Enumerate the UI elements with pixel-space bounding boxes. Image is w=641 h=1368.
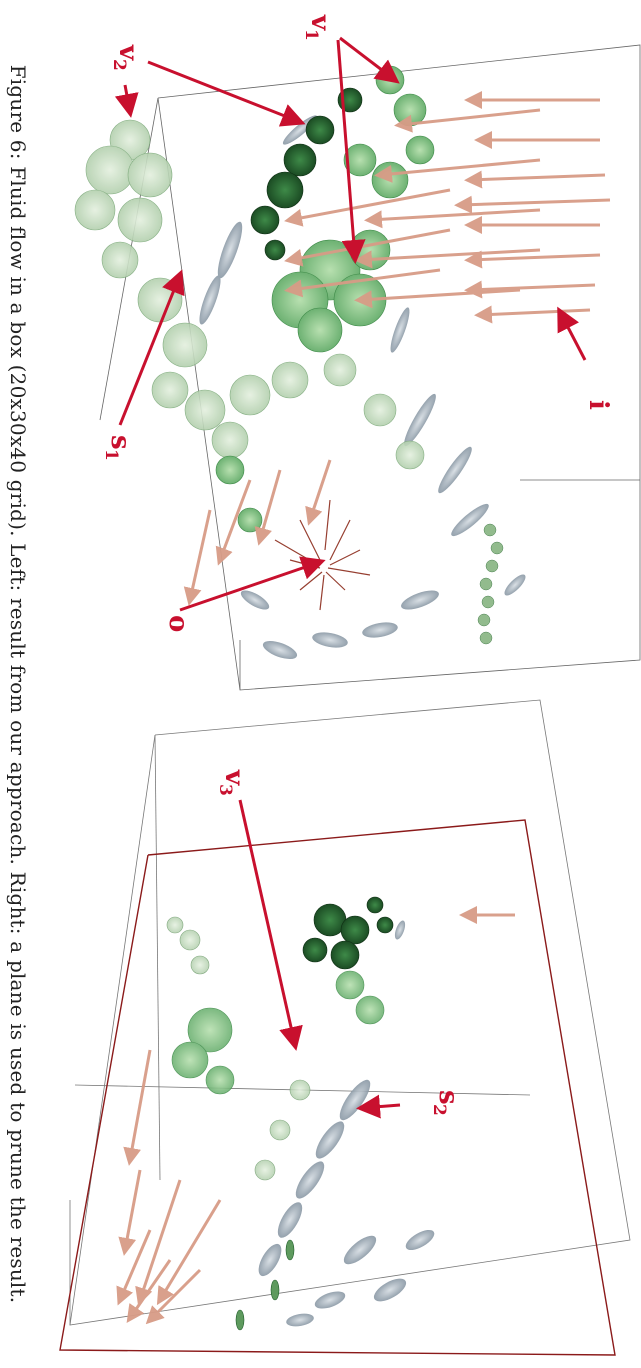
left-flow-arrows (183, 91, 611, 606)
left-labels: i v1 v2 s1 o (101, 14, 613, 632)
right-panel: v3 s2 (59, 699, 631, 1356)
left-annotation-arrows (114, 36, 587, 612)
left-panel: i v1 v2 s1 o (74, 14, 641, 691)
label-o: o (163, 615, 193, 632)
label-s1-sub: 1 (101, 449, 121, 461)
label-s1: s (105, 435, 135, 450)
right-labels: v3 s2 (215, 769, 463, 1116)
label-v2: v (113, 44, 143, 61)
label-v2-sub: 2 (109, 59, 129, 71)
label-v3-sub: 3 (215, 784, 235, 796)
arrow-s2 (356, 1094, 401, 1119)
arrow-v2a (147, 60, 306, 127)
label-i: i (583, 400, 613, 410)
right-flow-arrows (116, 906, 515, 1325)
left-vortex-glyphs (74, 65, 504, 645)
right-sheet-glyphs (258, 920, 435, 1327)
arrow-v1a (339, 36, 400, 84)
arrow-v1b (336, 39, 366, 264)
right-vortex-glyphs (166, 896, 394, 1331)
arrow-o (179, 556, 326, 612)
label-s2: s (433, 1090, 463, 1105)
right-box-wireframe (69, 699, 631, 1326)
label-v3: v (219, 769, 249, 786)
arrow-i (557, 306, 587, 361)
left-outlet-swirl (274, 499, 371, 611)
label-v1: v (305, 14, 335, 31)
right-pruning-plane (59, 819, 616, 1356)
arrow-v3 (238, 799, 303, 1051)
left-box-wireframe (99, 44, 641, 691)
arrow-s1 (118, 269, 185, 426)
left-sheet-glyphs (199, 115, 526, 660)
right-annotation-arrows (238, 799, 401, 1119)
label-v1-sub: 1 (301, 29, 321, 41)
label-s2-sub: 2 (429, 1104, 449, 1116)
arrow-v2b (114, 84, 139, 118)
